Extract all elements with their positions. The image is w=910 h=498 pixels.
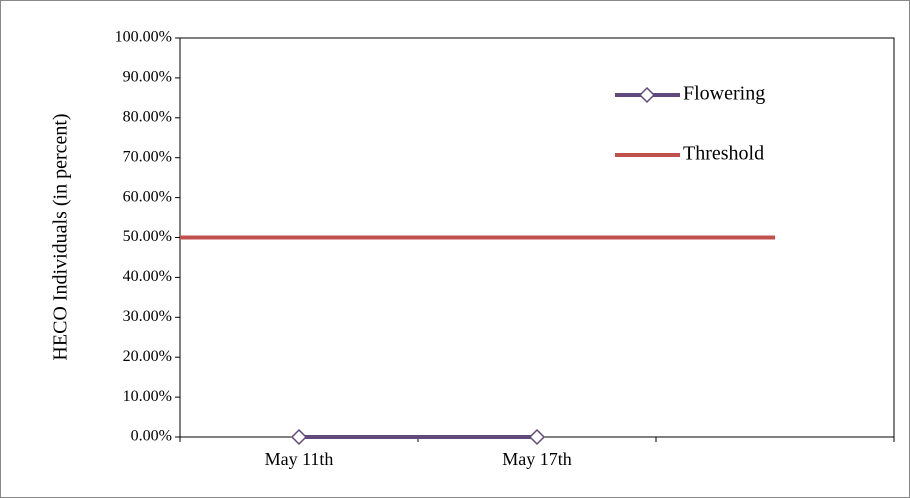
y-tick-label: 30.00% xyxy=(123,308,172,325)
x-tick-label: May 17th xyxy=(502,449,572,469)
y-tick-label: 10.00% xyxy=(123,388,172,405)
y-tick-label: 0.00% xyxy=(131,428,172,445)
y-tick-label: 50.00% xyxy=(123,228,172,245)
y-tick-label: 100.00% xyxy=(115,29,172,46)
y-axis-label: HECO Individuals (in percent) xyxy=(50,113,72,360)
y-tick-label: 40.00% xyxy=(123,268,172,285)
legend-marker xyxy=(638,86,656,104)
legend-label: Flowering xyxy=(683,83,765,105)
y-tick-label: 80.00% xyxy=(123,108,172,125)
marker xyxy=(290,428,308,446)
legend-label: Threshold xyxy=(683,143,764,165)
y-tick-label: 20.00% xyxy=(123,348,172,365)
y-tick-label: 60.00% xyxy=(123,188,172,205)
x-tick-label: May 11th xyxy=(265,449,334,469)
y-tick-label: 70.00% xyxy=(123,148,172,165)
marker xyxy=(528,428,546,446)
y-tick-label: 90.00% xyxy=(123,69,172,86)
